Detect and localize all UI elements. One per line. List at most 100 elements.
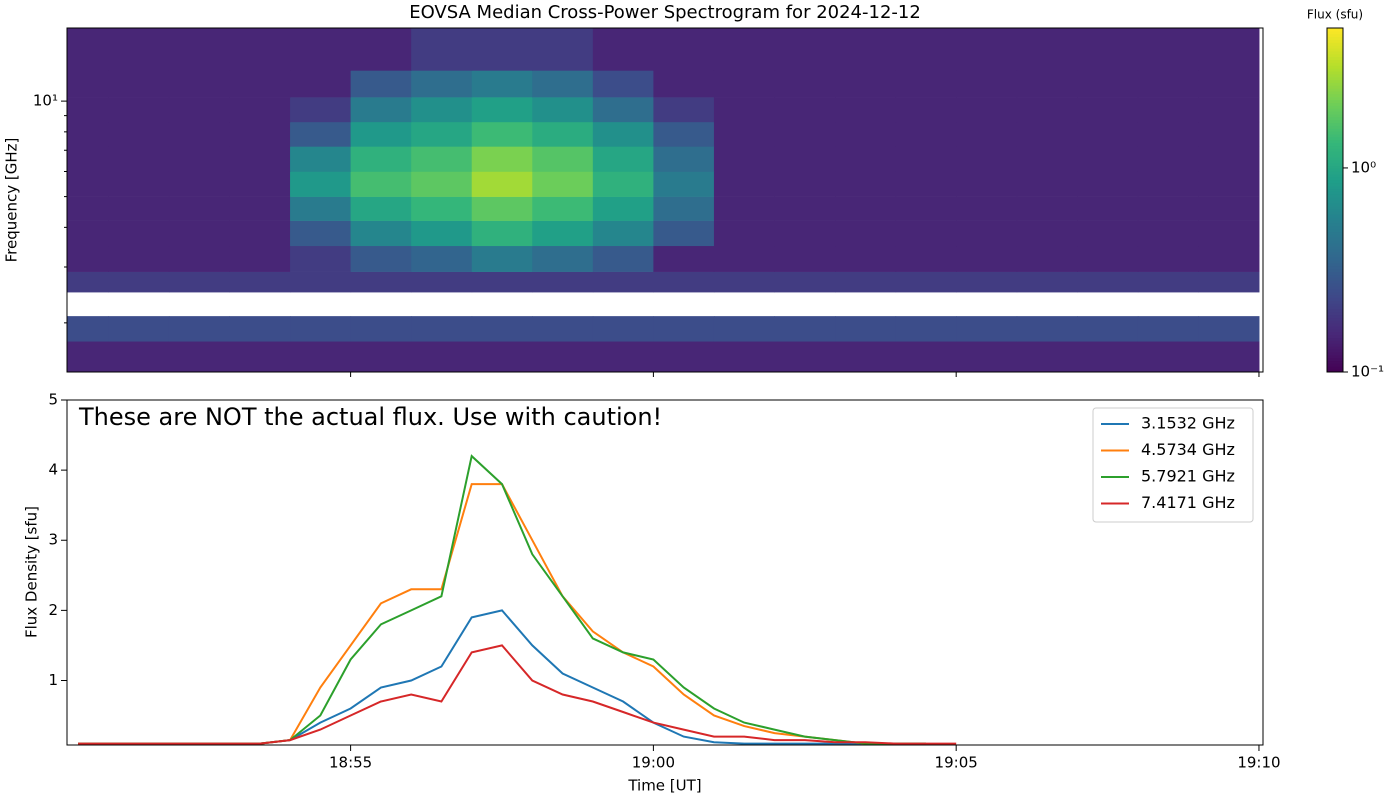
heatmap-cell xyxy=(592,196,654,221)
colorbar-step xyxy=(1327,85,1343,89)
heatmap-cell xyxy=(592,70,654,98)
plot-frame xyxy=(66,27,1264,373)
heatmap-cell xyxy=(1077,171,1139,197)
heatmap-cell xyxy=(108,196,170,221)
heatmap-cell xyxy=(713,245,776,272)
heatmap-cell xyxy=(532,196,594,221)
heatmap-cell xyxy=(895,171,957,197)
heatmap-cell xyxy=(1137,28,1199,71)
heatmap-cell xyxy=(229,271,291,293)
heatmap-cell xyxy=(168,245,230,272)
y-tick-label: 4 xyxy=(48,461,58,479)
heatmap-cell xyxy=(592,341,654,372)
colorbar-step xyxy=(1327,131,1343,135)
colorbar-step xyxy=(1327,260,1343,264)
heatmap-cell xyxy=(168,196,230,221)
colorbar-step xyxy=(1327,50,1343,55)
heatmap-cell xyxy=(67,245,109,272)
colorbar-step xyxy=(1327,73,1343,78)
heatmap-cell xyxy=(1077,271,1139,293)
heatmap-cell xyxy=(713,341,776,372)
heatmap-cell xyxy=(67,341,109,372)
heatmap-cell xyxy=(1198,146,1260,172)
heatmap-cell xyxy=(350,121,412,147)
heatmap-cell xyxy=(774,220,836,247)
heatmap-cell xyxy=(168,271,230,293)
heatmap-cell xyxy=(895,341,957,372)
heatmap-cell xyxy=(290,28,352,71)
colorbar-step xyxy=(1327,151,1343,155)
colorbar-step xyxy=(1327,357,1343,362)
colorbar-step xyxy=(1327,96,1343,101)
colorbar-step xyxy=(1327,320,1343,324)
heatmap-cell xyxy=(895,28,957,71)
heatmap-cell xyxy=(1137,121,1199,147)
colorbar-step xyxy=(1327,171,1343,175)
heatmap-cell xyxy=(290,316,352,342)
heatmap-cell xyxy=(713,271,776,293)
colorbar-step xyxy=(1327,205,1343,210)
colorbar-step xyxy=(1327,220,1343,224)
colorbar-step xyxy=(1327,331,1343,336)
colorbar-step xyxy=(1327,79,1343,83)
heatmap xyxy=(67,28,1260,372)
heatmap-cell xyxy=(653,28,715,71)
colorbar-step xyxy=(1327,102,1343,106)
heatmap-cell xyxy=(1016,316,1078,342)
heatmap-cell xyxy=(1137,146,1199,172)
heatmap-cell xyxy=(411,146,473,172)
colorbar-step xyxy=(1327,214,1343,218)
heatmap-cell xyxy=(1137,316,1199,342)
colorbar-step xyxy=(1327,280,1343,284)
colorbar-step xyxy=(1327,208,1343,212)
heatmap-cell xyxy=(1077,316,1139,342)
colorbar-step xyxy=(1327,243,1343,247)
heatmap-cell xyxy=(411,341,473,372)
heatmap-cell xyxy=(835,171,897,197)
colorbar-step xyxy=(1327,68,1343,72)
heatmap-cell xyxy=(895,245,957,272)
y-tick-label: 2 xyxy=(48,601,58,619)
heatmap-cell xyxy=(592,271,654,293)
colorbar-step xyxy=(1327,188,1343,192)
colorbar-label: Flux (sfu) xyxy=(1307,8,1363,22)
y-axis-label: Flux Density [sfu] xyxy=(23,506,41,638)
colorbar-step xyxy=(1327,323,1343,327)
colorbar-step xyxy=(1327,369,1343,373)
colorbar-step xyxy=(1327,329,1343,333)
heatmap-cell xyxy=(108,146,170,172)
heatmap-cell xyxy=(67,97,109,123)
colorbar-step xyxy=(1327,28,1343,32)
heatmap-cell xyxy=(774,70,836,98)
heatmap-cell xyxy=(229,70,291,98)
heatmap-cell xyxy=(1198,271,1260,293)
colorbar-step xyxy=(1327,225,1343,230)
heatmap-cell xyxy=(350,341,412,372)
heatmap-cell xyxy=(713,196,776,221)
heatmap-cell xyxy=(592,171,654,197)
heatmap-cell xyxy=(1198,28,1260,71)
x-axis-label: Time [UT] xyxy=(627,777,701,795)
heatmap-cell xyxy=(1016,171,1078,197)
heatmap-cell xyxy=(956,271,1018,293)
colorbar-step xyxy=(1327,354,1343,359)
heatmap-cell xyxy=(229,341,291,372)
colorbar-step xyxy=(1327,30,1343,35)
heatmap-cell xyxy=(713,121,776,147)
colorbar-step xyxy=(1327,136,1343,141)
heatmap-cell xyxy=(956,171,1018,197)
heatmap-cell xyxy=(835,121,897,147)
colorbar-step xyxy=(1327,360,1343,364)
heatmap-cell xyxy=(592,245,654,272)
colorbar-step xyxy=(1327,303,1343,307)
heatmap-cell xyxy=(1077,196,1139,221)
heatmap-cell xyxy=(653,171,715,197)
colorbar-step xyxy=(1327,53,1343,58)
heatmap-cell xyxy=(956,146,1018,172)
heatmap-cell xyxy=(532,245,594,272)
lines xyxy=(78,454,957,745)
heatmap-cell xyxy=(229,245,291,272)
colorbar-step xyxy=(1327,311,1343,316)
heatmap-cell xyxy=(1016,97,1078,123)
